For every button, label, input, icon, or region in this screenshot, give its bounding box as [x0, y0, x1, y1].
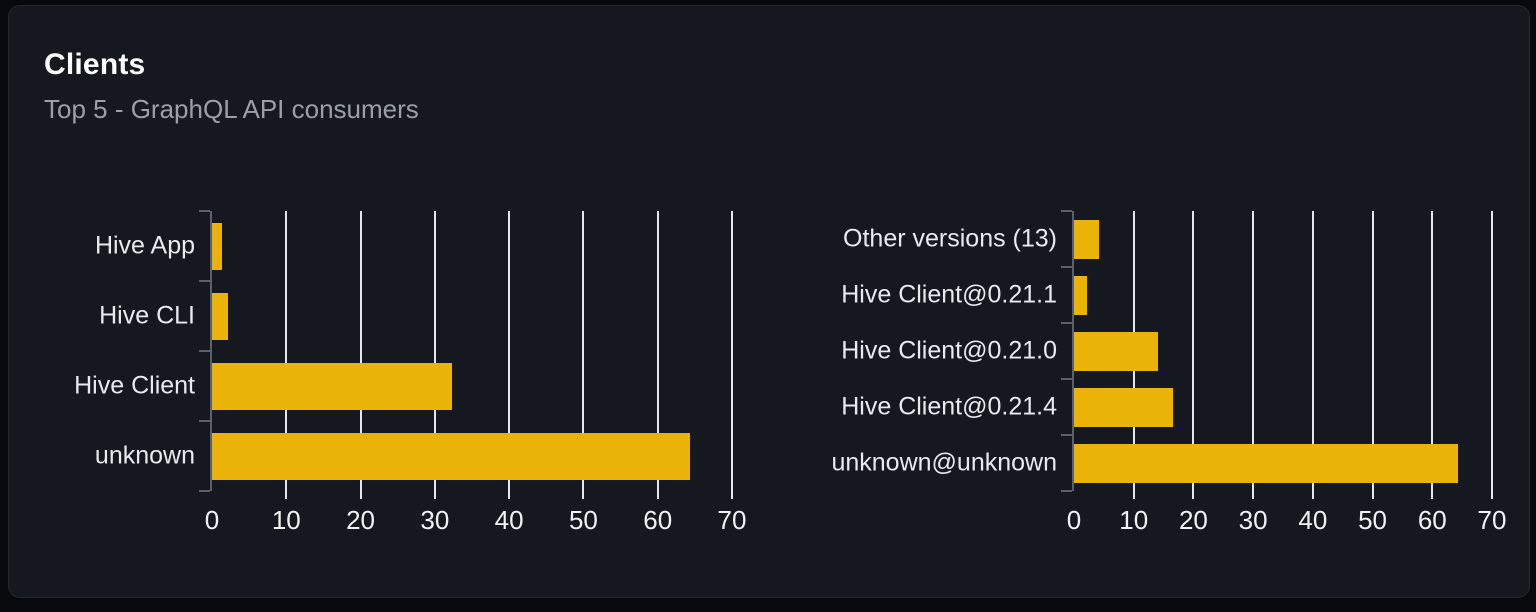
y-axis-line — [1072, 211, 1074, 491]
y-axis-tick — [1061, 210, 1072, 212]
x-axis-tick-label: 60 — [643, 505, 673, 535]
y-axis-line — [210, 211, 212, 491]
bar[interactable] — [212, 432, 690, 480]
gridline — [508, 211, 511, 499]
gridline — [1311, 211, 1314, 499]
y-axis-tick — [199, 420, 210, 422]
x-axis-tick-label: 20 — [1178, 505, 1208, 535]
x-axis-tick-label: 70 — [1477, 505, 1507, 535]
x-axis-tick-label: 0 — [204, 505, 220, 535]
gridline — [433, 211, 436, 499]
bar[interactable] — [212, 292, 228, 340]
gridline — [656, 211, 659, 499]
category-label: Hive Client@0.21.0 — [841, 336, 1057, 365]
y-axis-tick — [1061, 378, 1072, 380]
gridline — [731, 211, 733, 499]
category-label: unknown@unknown — [831, 448, 1057, 477]
bar[interactable] — [212, 362, 452, 410]
gridline — [359, 211, 362, 499]
bar[interactable] — [212, 222, 223, 270]
category-label: Hive Client@0.21.1 — [841, 280, 1057, 309]
clients-by-version-chart: 0 10 20 30 40 50 60 70 Other versions (13) Hive C… — [9, 6, 1529, 597]
clients-card: Clients Top 5 - GraphQL API consumers 0 1… — [8, 5, 1530, 598]
gridline — [1431, 211, 1434, 499]
bar[interactable] — [1074, 275, 1088, 315]
y-axis-tick — [1061, 266, 1072, 268]
x-axis-tick-label: 40 — [494, 505, 524, 535]
category-label: unknown — [94, 441, 195, 470]
y-axis-tick — [199, 210, 210, 212]
card-subtitle: Top 5 - GraphQL API consumers — [44, 94, 419, 124]
category-label: Hive Client — [74, 371, 195, 400]
gridline — [285, 211, 288, 499]
gridline — [582, 211, 585, 499]
category-label: Hive CLI — [99, 301, 195, 330]
gridline — [1252, 211, 1255, 499]
x-axis-tick-label: 30 — [1238, 505, 1268, 535]
category-label: Hive Client@0.21.4 — [841, 392, 1057, 421]
y-axis-tick — [1061, 322, 1072, 324]
bar[interactable] — [1074, 219, 1100, 259]
card-header: Clients Top 5 - GraphQL API consumers — [44, 48, 419, 125]
y-axis-tick — [1061, 434, 1072, 436]
gridline — [1491, 211, 1493, 499]
card-title: Clients — [44, 48, 146, 81]
bar[interactable] — [1074, 443, 1458, 483]
y-axis-tick — [1061, 490, 1072, 492]
y-axis-tick — [199, 350, 210, 352]
x-axis-tick-label: 20 — [346, 505, 376, 535]
y-axis-tick — [199, 280, 210, 282]
x-axis-tick-label: 60 — [1417, 505, 1447, 535]
x-axis-tick-label: 50 — [1358, 505, 1388, 535]
x-axis-tick-label: 10 — [1119, 505, 1149, 535]
bar[interactable] — [1074, 387, 1174, 427]
x-axis-tick-label: 40 — [1298, 505, 1328, 535]
gridline — [1371, 211, 1374, 499]
x-axis-tick-label: 70 — [717, 505, 747, 535]
category-label: Other versions (13) — [843, 224, 1057, 253]
bar[interactable] — [1074, 331, 1158, 371]
y-axis-tick — [199, 490, 210, 492]
x-axis-tick-label: 0 — [1066, 505, 1082, 535]
gridline — [1192, 211, 1195, 499]
clients-by-name-chart: 0 10 20 30 40 50 60 70 Hive App Hive CLI Hive Clie… — [9, 6, 1529, 597]
x-axis-tick-label: 50 — [568, 505, 598, 535]
x-axis-tick-label: 30 — [420, 505, 450, 535]
x-axis-tick-label: 10 — [271, 505, 301, 535]
category-label: Hive App — [94, 231, 195, 260]
